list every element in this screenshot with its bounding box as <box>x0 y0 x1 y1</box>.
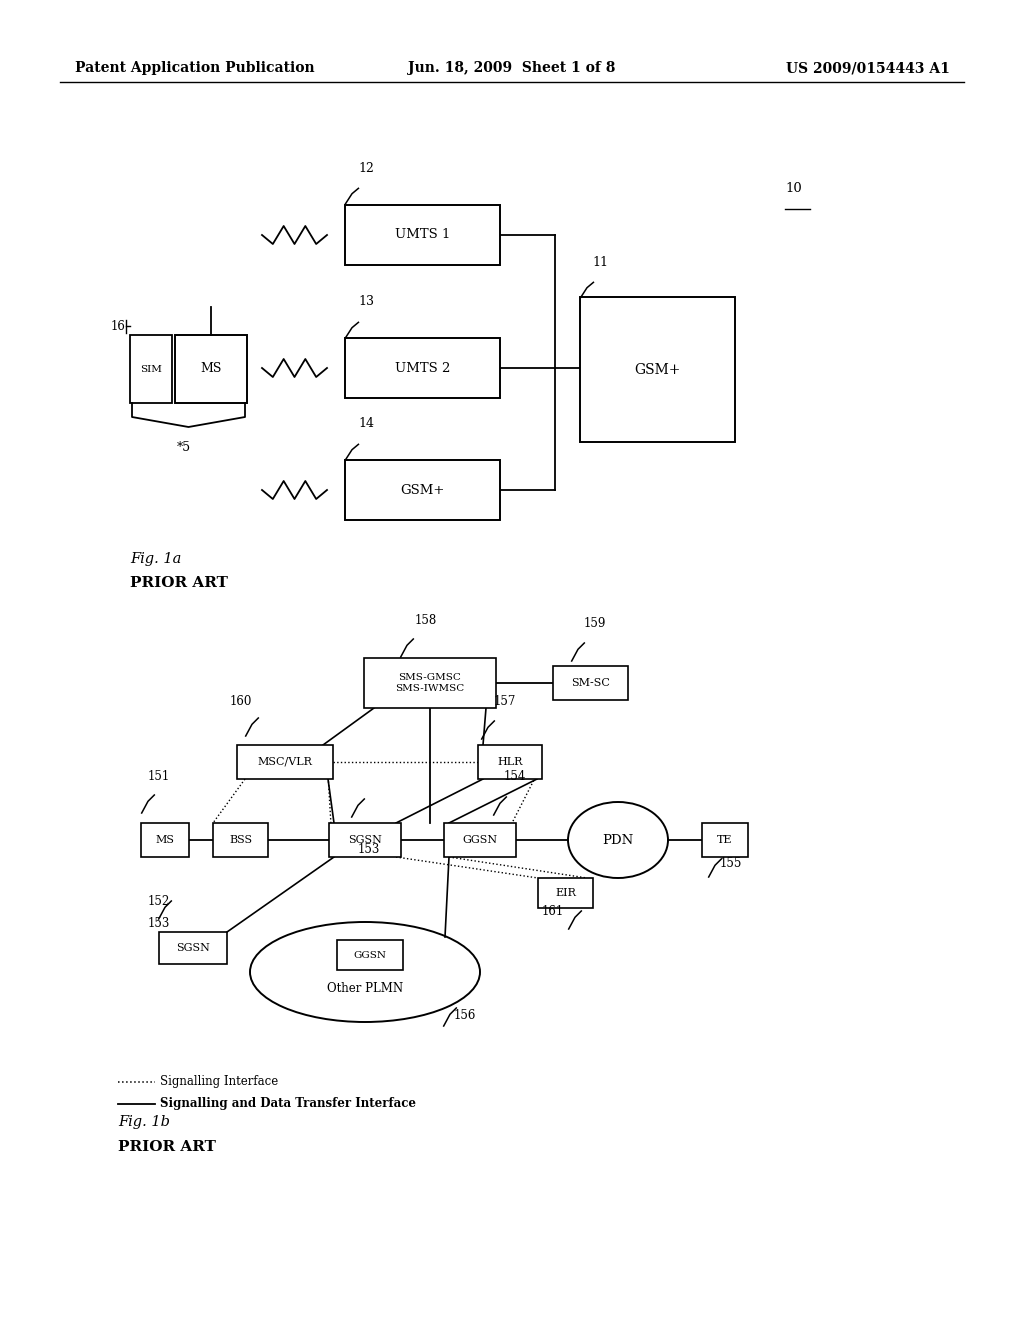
Text: 11: 11 <box>592 256 608 269</box>
Text: UMTS 2: UMTS 2 <box>395 362 451 375</box>
Text: Other PLMN: Other PLMN <box>327 982 403 994</box>
Text: Fig. 1a: Fig. 1a <box>130 552 181 566</box>
Bar <box>478 744 542 779</box>
Bar <box>345 205 500 265</box>
Bar <box>345 338 500 399</box>
Bar <box>345 459 500 520</box>
Text: PDN: PDN <box>602 833 634 846</box>
Bar <box>213 822 268 857</box>
Text: US 2009/0154443 A1: US 2009/0154443 A1 <box>786 61 950 75</box>
Text: 13: 13 <box>358 294 374 308</box>
Text: 154: 154 <box>504 770 526 783</box>
Text: 157: 157 <box>494 696 516 708</box>
Text: 153: 153 <box>358 843 380 855</box>
Text: 14: 14 <box>358 417 374 430</box>
Text: 158: 158 <box>415 614 437 627</box>
Text: Signalling and Data Transfer Interface: Signalling and Data Transfer Interface <box>160 1097 416 1110</box>
Text: 12: 12 <box>358 162 374 176</box>
Text: GGSN: GGSN <box>353 950 386 960</box>
Ellipse shape <box>568 803 668 878</box>
Text: UMTS 1: UMTS 1 <box>395 228 451 242</box>
Text: TE: TE <box>717 836 733 845</box>
Ellipse shape <box>250 921 480 1022</box>
Text: *5: *5 <box>176 441 190 454</box>
Text: SMS-GMSC
SMS-IWMSC: SMS-GMSC SMS-IWMSC <box>395 673 465 693</box>
Text: GGSN: GGSN <box>463 836 498 845</box>
Bar <box>337 940 403 970</box>
Bar <box>538 878 593 908</box>
Text: 16: 16 <box>111 319 125 333</box>
Text: 151: 151 <box>148 770 170 783</box>
Text: MSC/VLR: MSC/VLR <box>258 756 312 767</box>
Bar <box>141 822 189 857</box>
Text: 156: 156 <box>454 1008 476 1022</box>
Bar <box>364 657 496 708</box>
Text: 160: 160 <box>230 696 252 708</box>
Text: 161: 161 <box>542 906 564 917</box>
Text: Fig. 1b: Fig. 1b <box>118 1115 170 1129</box>
Text: SM-SC: SM-SC <box>571 678 610 688</box>
Bar <box>175 335 247 403</box>
Text: SGSN: SGSN <box>176 942 210 953</box>
Text: MS: MS <box>156 836 174 845</box>
Bar <box>130 335 172 403</box>
Bar <box>329 822 401 857</box>
Text: MS: MS <box>201 363 221 375</box>
Bar <box>444 822 516 857</box>
Bar <box>580 297 735 442</box>
Text: PRIOR ART: PRIOR ART <box>130 576 228 590</box>
Bar <box>702 822 748 857</box>
Text: Jun. 18, 2009  Sheet 1 of 8: Jun. 18, 2009 Sheet 1 of 8 <box>409 61 615 75</box>
Bar <box>159 932 227 964</box>
Text: BSS: BSS <box>229 836 252 845</box>
Text: SGSN: SGSN <box>348 836 382 845</box>
Text: 10: 10 <box>785 182 802 195</box>
Text: GSM+: GSM+ <box>400 483 444 496</box>
Text: SIM: SIM <box>140 364 162 374</box>
Text: 153: 153 <box>148 917 170 931</box>
Text: PRIOR ART: PRIOR ART <box>118 1140 216 1154</box>
Text: 152: 152 <box>148 895 170 908</box>
Text: 155: 155 <box>720 857 742 870</box>
Bar <box>553 667 628 700</box>
Text: HLR: HLR <box>498 756 522 767</box>
Text: Patent Application Publication: Patent Application Publication <box>75 61 314 75</box>
Bar <box>237 744 333 779</box>
Text: 159: 159 <box>584 616 606 630</box>
Text: Signalling Interface: Signalling Interface <box>160 1076 279 1089</box>
Text: EIR: EIR <box>555 888 575 898</box>
Text: GSM+: GSM+ <box>634 363 681 376</box>
